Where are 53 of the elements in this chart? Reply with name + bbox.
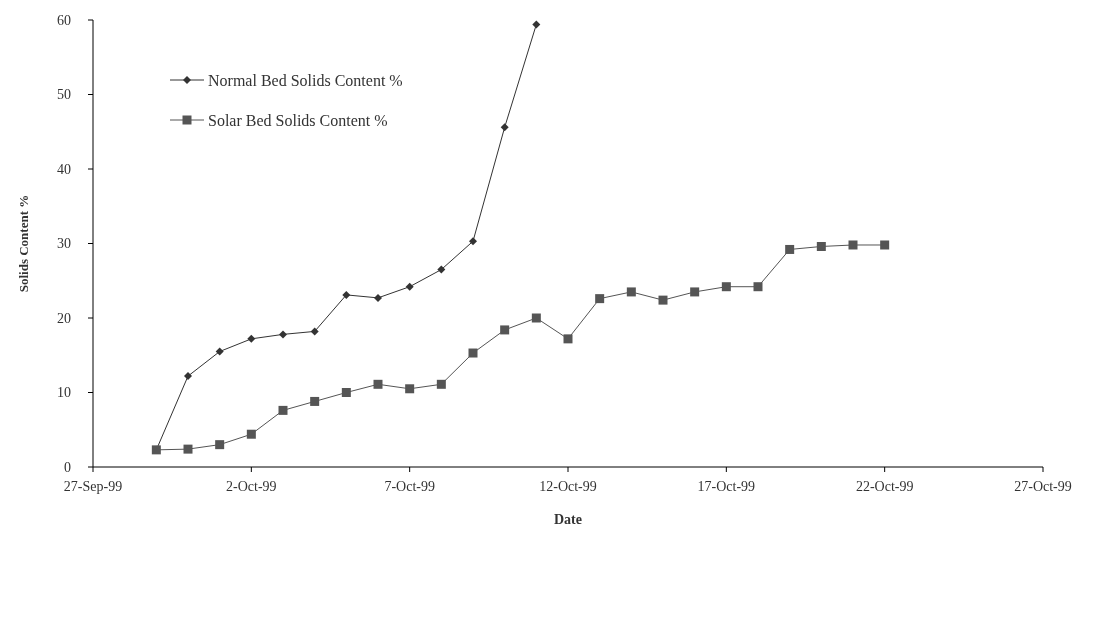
point — [532, 20, 541, 29]
point — [247, 334, 256, 343]
x-tick-label: 2-Oct-99 — [226, 479, 277, 494]
point — [469, 237, 477, 246]
point — [183, 444, 193, 454]
point — [373, 379, 383, 389]
point — [405, 384, 415, 394]
y-tick-label: 0 — [64, 459, 71, 475]
x-tick-label: 27-Sep-99 — [63, 479, 123, 494]
y-tick-label: 10 — [57, 385, 71, 401]
point — [816, 241, 826, 251]
point — [436, 379, 446, 389]
point — [880, 240, 890, 250]
legend-label: Solar Bed Solids Content % — [208, 111, 388, 129]
x-axis-title: Date — [554, 512, 582, 527]
y-tick-label: 20 — [57, 310, 71, 326]
point — [437, 265, 446, 274]
point — [405, 282, 414, 291]
point — [785, 244, 795, 254]
y-axis-title: Solids Content % — [16, 194, 31, 293]
y-tick-label: 30 — [57, 236, 71, 252]
y-tick-label: 50 — [57, 87, 71, 103]
point — [500, 123, 509, 132]
point — [595, 294, 605, 304]
point — [310, 327, 319, 336]
point — [721, 282, 731, 292]
x-tick-label: 22-Oct-99 — [855, 479, 914, 494]
point — [468, 348, 478, 358]
point — [690, 287, 700, 297]
y-tick-label: 40 — [57, 161, 71, 177]
point — [341, 388, 351, 397]
point — [278, 405, 288, 415]
x-tick-label: 17-Oct-99 — [697, 479, 756, 494]
point — [500, 325, 510, 335]
point — [626, 287, 636, 297]
point — [279, 330, 287, 339]
point — [215, 347, 224, 356]
x-tick-label: 7-Oct-99 — [384, 479, 435, 494]
point — [563, 334, 573, 344]
x-tick-label: 27-Oct-99 — [1014, 479, 1072, 494]
point — [753, 282, 763, 292]
point — [310, 396, 320, 406]
x-tick-label: 12-Oct-99 — [539, 479, 597, 494]
point — [658, 295, 668, 305]
point — [531, 313, 541, 323]
legend-label: Normal Bed Solids Content % — [208, 71, 403, 89]
point — [215, 440, 225, 450]
point — [848, 240, 858, 250]
point — [246, 429, 256, 439]
point — [342, 290, 351, 299]
y-tick-label: 60 — [57, 12, 71, 28]
point — [374, 293, 382, 302]
point — [184, 372, 192, 381]
